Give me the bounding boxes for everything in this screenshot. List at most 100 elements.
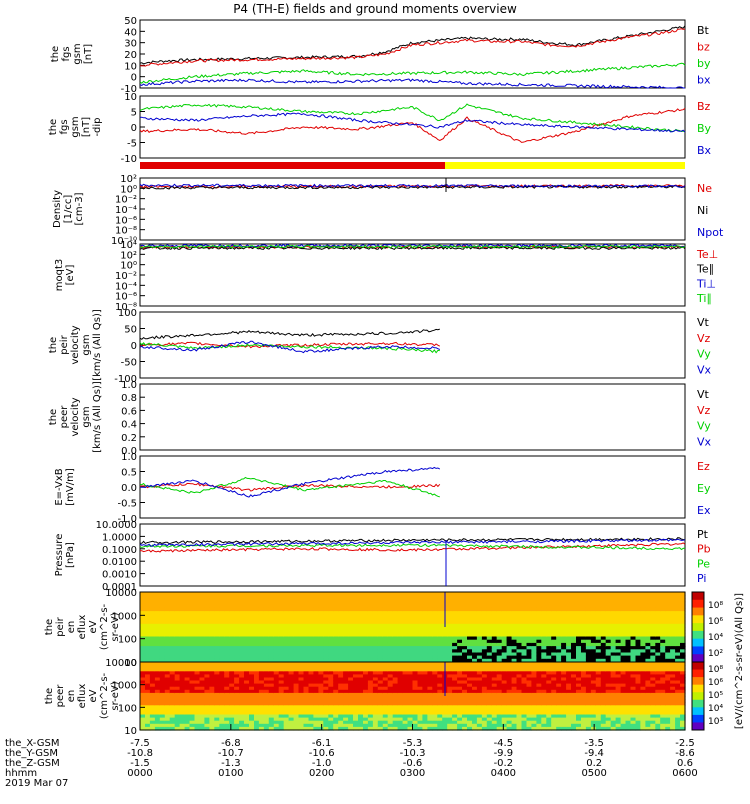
y-tick-label: 0 — [131, 123, 137, 134]
y-tick-label: 10000 — [105, 588, 137, 599]
y-axis-label: velocity — [70, 325, 81, 364]
y-axis-label: the — [44, 619, 55, 635]
y-axis-label: velocity — [70, 397, 81, 436]
y-axis-label: [nT] — [83, 44, 94, 64]
y-axis-label: gsm — [81, 406, 92, 427]
y-tick-label: 0 — [131, 73, 137, 84]
y-axis-label: [nPa] — [65, 542, 76, 568]
y-axis-label: fgs — [59, 119, 70, 134]
legend-entry: Vx — [697, 364, 712, 377]
y-axis-label: -dip — [92, 117, 103, 136]
legend-entry: Vt — [697, 388, 710, 401]
y-axis-label: fgs — [61, 46, 72, 61]
y-tick-label: -50 — [121, 358, 137, 369]
y-tick-label: 0.0100 — [102, 557, 137, 568]
y-tick-label: 50 — [124, 16, 137, 27]
legend-entry: Vz — [697, 332, 711, 345]
y-axis-label: gsm — [81, 334, 92, 355]
legend-entry: bx — [697, 73, 711, 86]
legend-entry: Vy — [697, 420, 711, 433]
y-axis-label: the — [48, 119, 59, 135]
status-bar-yellow — [445, 162, 685, 169]
legend-entry: Pb — [697, 543, 711, 556]
y-axis-label: peer — [59, 405, 70, 429]
y-tick-label: 0.0 — [121, 483, 137, 494]
y-axis-label: the — [48, 409, 59, 425]
y-axis-label: [nT] — [81, 117, 92, 137]
y-axis-label: peir — [59, 334, 70, 354]
y-axis-label: (cm^2-s- — [99, 603, 110, 650]
y-tick-label: 5 — [131, 108, 137, 119]
legend-entry: Pi — [697, 572, 706, 585]
series-line-Bz — [140, 108, 685, 142]
y-tick-label: 10 — [124, 92, 137, 103]
series-line-bx — [140, 79, 685, 88]
y-tick-label: 0 — [131, 341, 137, 352]
y-axis-label: eflux — [77, 615, 88, 640]
y-axis-label: moqt3 — [54, 259, 65, 292]
y-axis-label: gsm — [72, 43, 83, 64]
y-axis-label: [km/s (All Qs)] — [92, 309, 103, 381]
y-axis-label: [eV] — [65, 265, 76, 286]
panel-frame — [140, 20, 685, 88]
legend-entry: Ti∥ — [696, 292, 712, 305]
legend-entry: Te⊥ — [696, 248, 718, 261]
y-tick-label: 0.6 — [121, 406, 137, 417]
legend-entry: by — [697, 57, 711, 70]
y-tick-label: 30 — [124, 39, 137, 50]
legend-entry: Vx — [697, 436, 712, 449]
y-tick-label: 1.0 — [121, 452, 137, 463]
series-line-bz — [140, 29, 685, 66]
y-axis-label: [km/s (All Qs)] — [92, 381, 103, 453]
y-axis-label: en — [66, 621, 77, 634]
legend-entry: Ti⊥ — [696, 277, 716, 290]
y-tick-label: 1.0 — [121, 380, 137, 391]
y-axis-label: sr-eV) — [110, 612, 121, 641]
y-tick-label: 20 — [124, 50, 137, 61]
legend-entry: Vz — [697, 404, 711, 417]
y-tick-label: 10 — [124, 61, 137, 72]
y-axis-label: peir — [55, 616, 66, 636]
series-line-Pb — [140, 543, 685, 552]
legend-entry: Te∥ — [696, 263, 714, 276]
legend-entry: Ne — [697, 182, 712, 195]
y-axis-label: [cm-3] — [74, 192, 85, 225]
y-tick-label: 1.0000 — [102, 532, 137, 543]
legend-entry: bz — [697, 40, 710, 53]
y-tick-label: 0.0010 — [102, 570, 137, 581]
panel-frame — [140, 524, 685, 586]
legend-entry: Bz — [697, 100, 711, 113]
y-axis-label: eV — [88, 620, 99, 633]
series-line-Ey — [140, 478, 440, 497]
y-tick-label: 0.4 — [121, 420, 137, 431]
panel-frame — [140, 384, 685, 450]
legend-entry: Ey — [697, 482, 711, 495]
y-axis-label: [1/cc] — [63, 195, 74, 224]
status-bar-red — [140, 162, 445, 169]
y-tick-label: 50 — [124, 325, 137, 336]
y-axis-label: gsm — [70, 116, 81, 137]
series-line-Vt — [140, 329, 440, 339]
legend-entry: Bx — [697, 144, 712, 157]
y-tick-label: 0.2 — [121, 433, 137, 444]
series-line-Ex — [140, 468, 440, 498]
chart-title: P4 (TH-E) fields and ground moments over… — [233, 2, 517, 16]
y-tick-label: -5 — [127, 139, 137, 150]
panel-frame — [140, 244, 685, 306]
legend-entry: Vy — [697, 348, 711, 361]
legend-entry: Ex — [697, 504, 711, 517]
y-tick-label: 100 — [118, 308, 137, 319]
y-axis-label: Pressure — [54, 534, 65, 577]
y-axis-label: the — [48, 337, 59, 353]
y-axis-label: E=-VxB — [54, 468, 65, 505]
y-tick-label: 0.1000 — [102, 545, 137, 556]
y-tick-label: 40 — [124, 27, 137, 38]
y-tick-label: -10 — [121, 154, 137, 165]
y-axis-label: Density — [52, 190, 63, 228]
y-tick-label: 0.5 — [121, 468, 137, 479]
y-tick-label: 0.8 — [121, 393, 137, 404]
y-tick-label: 10.0000 — [96, 520, 137, 531]
y-axis-label: the — [50, 46, 61, 62]
